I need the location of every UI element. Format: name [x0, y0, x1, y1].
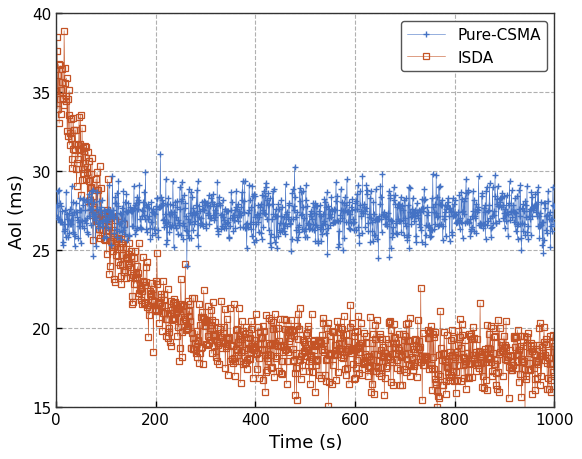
- Pure-CSMA: [104, 218, 111, 224]
- ISDA: [395, 332, 402, 337]
- ISDA: [255, 325, 262, 330]
- Pure-CSMA: [551, 204, 558, 209]
- Pure-CSMA: [255, 230, 262, 235]
- ISDA: [521, 412, 528, 418]
- ISDA: [61, 29, 68, 34]
- Pure-CSMA: [183, 264, 190, 269]
- Pure-CSMA: [451, 213, 458, 218]
- ISDA: [551, 374, 558, 379]
- Pure-CSMA: [442, 234, 449, 239]
- ISDA: [442, 356, 449, 362]
- Line: ISDA: ISDA: [54, 29, 557, 418]
- Legend: Pure-CSMA, ISDA: Pure-CSMA, ISDA: [400, 22, 546, 72]
- Pure-CSMA: [52, 205, 59, 211]
- Y-axis label: AoI (ms): AoI (ms): [8, 174, 26, 248]
- ISDA: [104, 177, 111, 183]
- Pure-CSMA: [157, 152, 164, 158]
- Pure-CSMA: [396, 202, 403, 207]
- ISDA: [450, 363, 457, 368]
- ISDA: [272, 355, 279, 361]
- ISDA: [52, 89, 59, 94]
- X-axis label: Time (s): Time (s): [268, 433, 342, 451]
- Pure-CSMA: [273, 245, 280, 251]
- Line: Pure-CSMA: Pure-CSMA: [52, 151, 558, 270]
